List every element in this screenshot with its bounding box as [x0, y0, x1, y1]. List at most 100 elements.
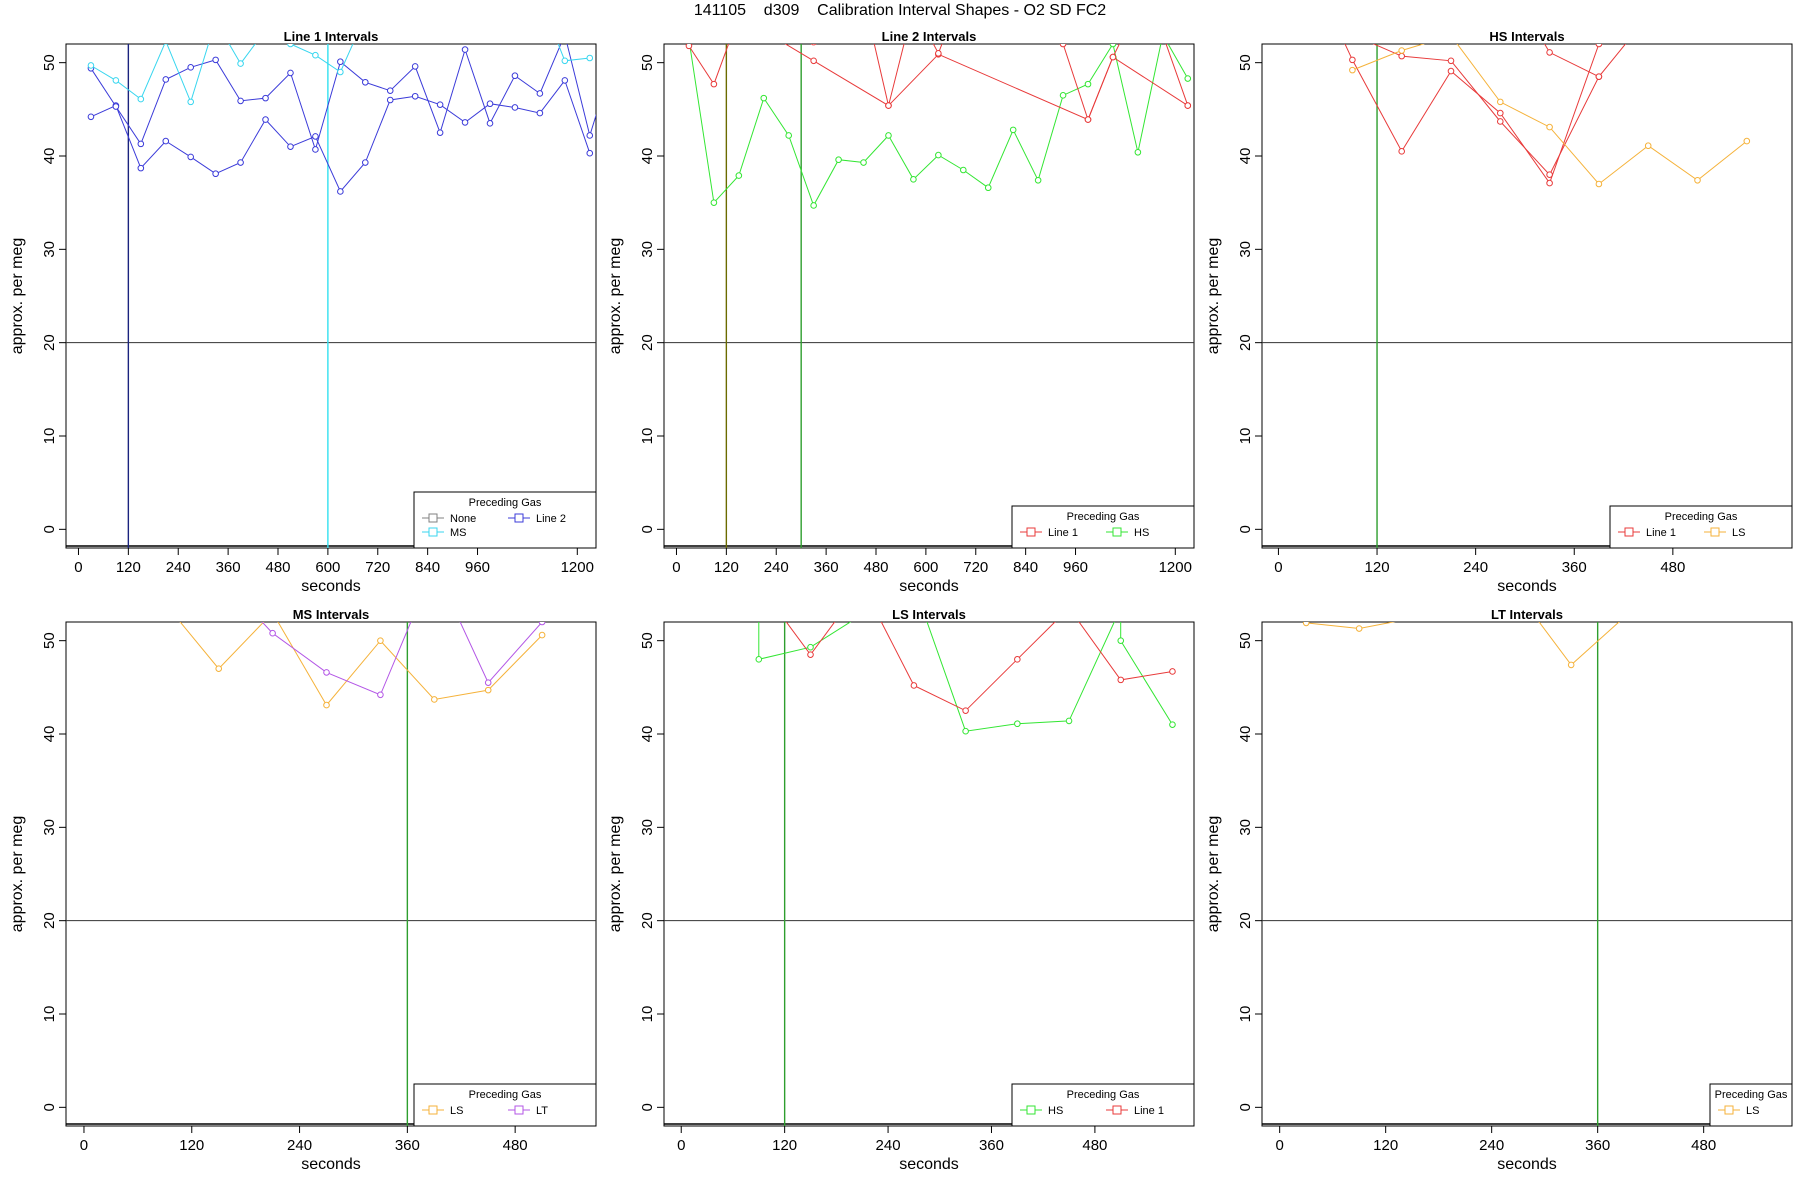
legend-entry-label: LS	[450, 1105, 463, 1117]
legend-swatch-marker	[514, 513, 524, 523]
data-point	[735, 172, 743, 179]
data-point	[1398, 52, 1405, 60]
legend-swatch-marker	[428, 1105, 438, 1115]
data-point	[1169, 668, 1176, 675]
data-point	[187, 98, 195, 106]
data-point	[87, 113, 95, 121]
data-point	[1084, 116, 1092, 123]
series-line	[179, 622, 543, 706]
data-point	[411, 63, 419, 70]
y-tick-label: 10	[41, 1006, 58, 1023]
y-tick-label: 40	[1237, 148, 1254, 165]
data-point	[1462, 591, 1468, 597]
legend-title: Preceding Gas	[1067, 511, 1140, 523]
data-point	[1134, 148, 1142, 156]
y-tick-label: 20	[41, 912, 58, 929]
data-point	[1084, 80, 1092, 88]
data-point	[736, 13, 742, 19]
data-point	[237, 159, 244, 166]
x-tick-label: 480	[1660, 559, 1685, 576]
y-tick-label: 50	[1237, 54, 1254, 71]
data-point	[487, 0, 493, 5]
x-axis-label: seconds	[1497, 1156, 1557, 1173]
x-tick-label: 840	[1013, 559, 1038, 576]
data-point	[1302, 622, 1310, 627]
data-point	[215, 665, 223, 672]
legend-swatch-marker	[1112, 527, 1122, 537]
x-tick-label: 240	[166, 559, 191, 576]
data-point	[377, 637, 384, 644]
legend: Preceding Gas None Line 2 MS	[413, 491, 597, 549]
data-point	[911, 4, 917, 10]
data-point	[1034, 176, 1042, 184]
y-tick-label: 50	[639, 632, 656, 649]
x-tick-label: 0	[1274, 559, 1282, 576]
data-point	[836, 13, 842, 19]
series-line	[90, 79, 591, 193]
data-point	[461, 46, 469, 53]
data-point	[1065, 717, 1073, 725]
data-point	[1349, 56, 1356, 64]
x-tick-label: 240	[764, 559, 789, 576]
plot-frame	[1261, 43, 1793, 549]
data-point	[810, 57, 817, 65]
data-point	[1059, 92, 1067, 99]
legend-box	[1609, 505, 1793, 549]
series-line	[90, 44, 596, 152]
data-point	[910, 682, 918, 689]
y-axis-label: approx. per meg	[607, 238, 624, 355]
data-point	[323, 701, 330, 709]
data-point	[511, 104, 519, 111]
legend: Preceding Gas LS LT	[413, 1083, 597, 1127]
data-point	[263, 27, 269, 33]
data-point	[910, 176, 917, 183]
panel-title: Line 2 Intervals	[882, 29, 977, 44]
data-point	[538, 631, 546, 639]
data-point	[287, 143, 294, 150]
x-tick-label: 360	[216, 559, 241, 576]
panel-ls-intervals: LS Intervals 0 10 20 30 40 50 0 120 240 360 480 seco…	[607, 607, 1195, 1173]
data-point	[1409, 615, 1415, 621]
x-tick-label: 0	[74, 559, 82, 576]
legend-swatch-marker	[428, 527, 438, 537]
data-point	[1546, 123, 1553, 131]
data-point	[686, 37, 692, 43]
x-tick-label: 480	[1691, 1137, 1716, 1154]
legend: Preceding Gas LS	[1709, 1083, 1793, 1127]
data-point	[1595, 180, 1603, 188]
y-axis-label: approx. per meg	[1205, 816, 1222, 933]
series-line	[1352, 44, 1748, 185]
data-point	[1035, 13, 1041, 19]
x-tick-label: 360	[1562, 559, 1587, 576]
data-point	[756, 615, 762, 621]
legend: Preceding Gas Line 1 HS	[1011, 505, 1195, 549]
legend-swatch-marker	[514, 1105, 524, 1115]
x-tick-label: 120	[714, 559, 739, 576]
plot-frame	[65, 43, 597, 549]
legend-swatch-marker	[1710, 527, 1720, 537]
series-line	[90, 44, 590, 104]
x-tick-label: 480	[863, 559, 888, 576]
data-point	[361, 159, 369, 166]
y-tick-label: 10	[639, 1006, 656, 1023]
data-point	[162, 601, 168, 607]
y-tick-label: 0	[41, 525, 58, 533]
y-tick-label: 20	[639, 912, 656, 929]
legend-entry-label: HS	[1048, 1105, 1063, 1117]
data-point	[1645, 13, 1651, 19]
panel-lt-intervals: LT Intervals 0 10 20 30 40 50 0 120 240 360 480 seco…	[1205, 591, 1793, 1173]
legend-swatch-marker	[1026, 527, 1036, 537]
data-point	[885, 102, 892, 109]
data-point	[1014, 656, 1021, 663]
x-tick-label: 1200	[1159, 559, 1192, 576]
data-point	[164, 44, 168, 45]
data-point	[685, 44, 693, 50]
data-point	[1674, 591, 1680, 597]
data-point	[187, 64, 195, 71]
x-axis-label: seconds	[301, 578, 361, 595]
legend-box	[413, 1083, 597, 1127]
x-tick-label: 0	[677, 1137, 685, 1154]
panel-title: Line 1 Intervals	[284, 29, 379, 44]
data-point	[486, 120, 494, 127]
plot-area	[1262, 591, 1792, 1126]
